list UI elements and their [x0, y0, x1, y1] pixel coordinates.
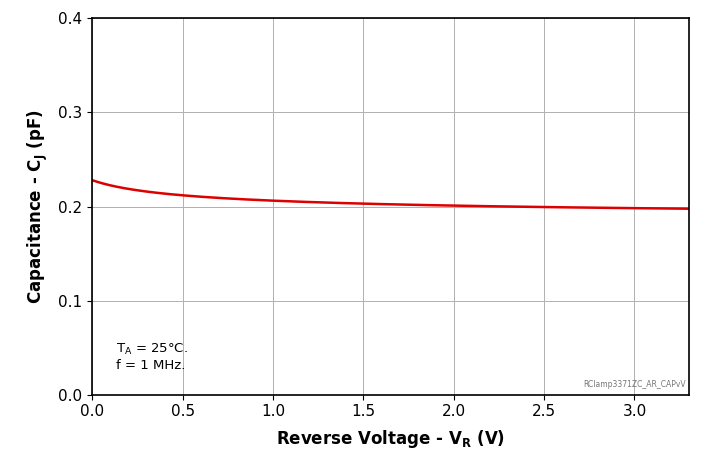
Text: T$_\mathregular{A}$ = 25°C.
f = 1 MHz.: T$_\mathregular{A}$ = 25°C. f = 1 MHz.: [116, 342, 188, 372]
X-axis label: Reverse Voltage - V$_\mathregular{R}$ (V): Reverse Voltage - V$_\mathregular{R}$ (V…: [276, 428, 505, 450]
Y-axis label: Capacitance - C$_\mathregular{J}$ (pF): Capacitance - C$_\mathregular{J}$ (pF): [26, 109, 50, 304]
Text: RClamp3371ZC_AR_CAPvV: RClamp3371ZC_AR_CAPvV: [583, 380, 686, 389]
